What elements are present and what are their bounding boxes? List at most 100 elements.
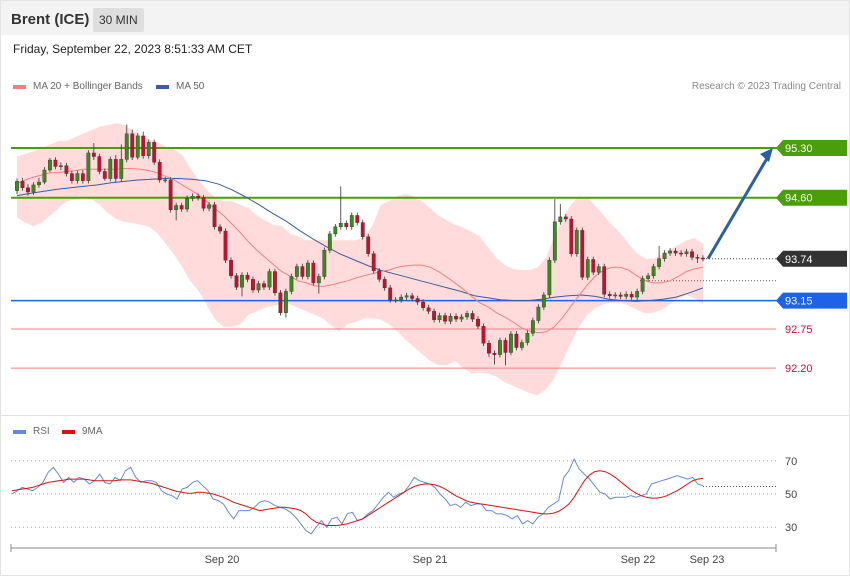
candle — [53, 157, 58, 170]
candle — [26, 184, 30, 196]
candle — [48, 157, 52, 173]
candle-body — [289, 276, 294, 292]
candle-body — [349, 215, 354, 228]
candle — [607, 291, 612, 299]
copyright-note: Research © 2023 Trading Central — [691, 81, 841, 92]
candle-body — [470, 313, 475, 320]
candle-body — [465, 313, 469, 318]
candle — [102, 168, 107, 181]
candle — [190, 193, 195, 202]
candle-body — [273, 271, 277, 294]
candle — [519, 339, 524, 351]
candle — [64, 162, 69, 177]
candle — [333, 223, 338, 237]
candle-body — [530, 320, 535, 334]
candle — [481, 323, 486, 347]
candle-body — [251, 279, 255, 291]
chart-datetime: Friday, September 22, 2023 8:51:33 AM CE… — [13, 42, 253, 56]
candle — [284, 288, 288, 318]
candle — [278, 290, 283, 316]
legend-rsi-ma-label: 9MA — [82, 426, 103, 437]
candle-body — [15, 181, 19, 191]
candle — [42, 167, 47, 185]
candle — [668, 248, 672, 256]
candle — [388, 285, 393, 303]
candle-body — [284, 291, 288, 313]
candle-body — [679, 252, 683, 255]
candle — [443, 312, 447, 325]
candle-body — [646, 275, 651, 279]
candle — [163, 177, 168, 183]
candle-body — [410, 295, 415, 299]
candle — [657, 245, 661, 270]
candle-body — [563, 216, 568, 220]
candle-body — [48, 159, 52, 171]
candle — [585, 256, 590, 281]
candle — [404, 292, 409, 300]
candle — [432, 308, 436, 323]
candle-body — [651, 266, 656, 277]
candle-body — [415, 298, 420, 303]
candle-body — [130, 133, 135, 158]
candle — [377, 267, 382, 283]
chart-header: Brent (ICE) 30 MIN — [1, 1, 849, 35]
candle-body — [432, 311, 436, 321]
candle-body — [657, 258, 661, 267]
candle-body — [618, 294, 623, 297]
candle-body — [673, 250, 678, 254]
candle — [305, 260, 310, 280]
candle-body — [355, 215, 360, 223]
candle-body — [629, 294, 634, 298]
candle — [349, 212, 354, 230]
candle — [476, 316, 480, 330]
candle — [514, 331, 519, 351]
level-tag-label: 93.15 — [785, 296, 813, 308]
candle-body — [536, 306, 541, 321]
level-tag-label: 93.74 — [785, 254, 813, 266]
candle-body — [695, 257, 700, 259]
candle — [289, 273, 294, 295]
candle-body — [360, 222, 365, 237]
candle — [69, 170, 74, 184]
rsi-line — [11, 457, 704, 535]
candle-body — [267, 271, 272, 288]
candle-body — [97, 156, 102, 172]
candle — [135, 133, 140, 160]
candle — [382, 276, 387, 291]
candle — [415, 295, 420, 305]
rsi-tick-label: 30 — [785, 522, 797, 534]
candle — [503, 337, 508, 366]
candle-body — [69, 173, 74, 181]
candle-body — [481, 326, 486, 344]
candle-body — [338, 223, 343, 228]
candle — [300, 263, 305, 280]
candle — [119, 144, 124, 182]
candle — [673, 248, 678, 256]
candle-body — [366, 236, 371, 254]
candle — [651, 263, 656, 279]
candle-body — [327, 233, 332, 251]
candle-body — [229, 259, 233, 276]
level-tag-shape — [776, 189, 847, 206]
candle-body — [333, 226, 338, 235]
candle — [256, 280, 261, 293]
candle — [399, 294, 404, 303]
candle-body — [91, 152, 96, 157]
candle — [487, 340, 491, 357]
rsi-tick-label: 70 — [785, 456, 797, 468]
legend-rsi-ma: 9MA — [62, 426, 103, 437]
candle-body — [245, 274, 250, 280]
candle — [569, 216, 574, 257]
interval-button[interactable]: 30 MIN — [93, 8, 144, 32]
legend-ma50-label: MA 50 — [176, 81, 205, 92]
candle-body — [196, 196, 201, 198]
candle — [251, 276, 255, 293]
legend-ma50-swatch — [156, 84, 169, 89]
candle-body — [701, 257, 705, 260]
candle-body — [404, 295, 409, 298]
candle — [679, 250, 683, 257]
candle-body — [503, 340, 508, 353]
candle-body — [305, 262, 310, 277]
last-level-tag: 93.74 — [776, 250, 847, 267]
candle — [168, 177, 173, 213]
